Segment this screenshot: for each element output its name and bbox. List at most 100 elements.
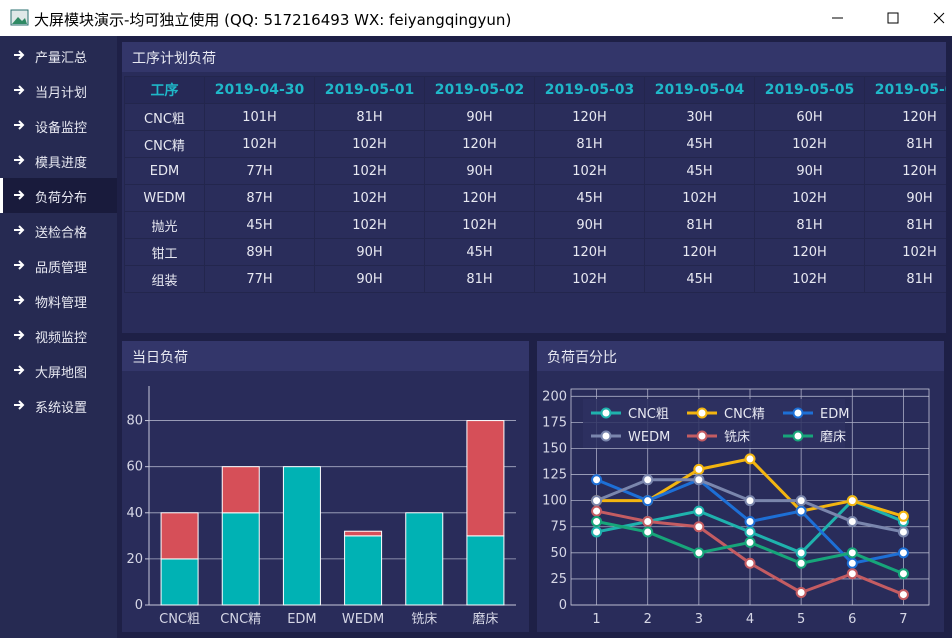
nav-item[interactable]: 视频监控 xyxy=(0,318,117,353)
nav-icon xyxy=(14,295,25,305)
y-tick-label: 25 xyxy=(550,572,567,587)
cell: 77H xyxy=(204,157,315,185)
point xyxy=(897,589,909,601)
header-cell: 工序 xyxy=(124,76,205,104)
x-tick-label: WEDM xyxy=(342,612,384,627)
legend-label: CNC粗 xyxy=(628,407,669,422)
cell: 81H xyxy=(424,265,535,293)
nav-item[interactable]: 系统设置 xyxy=(0,388,117,423)
point xyxy=(642,516,654,528)
point xyxy=(744,526,756,538)
point xyxy=(693,521,705,533)
cell: 77H xyxy=(204,265,315,293)
point xyxy=(693,547,705,559)
nav-item[interactable]: 负荷分布 xyxy=(0,178,117,213)
arrow xyxy=(14,120,25,130)
chart-title: 负荷百分比 xyxy=(547,350,617,366)
cell: 120H xyxy=(644,238,755,266)
legend-marker xyxy=(792,407,804,419)
header-cell: 2019-04-30 xyxy=(204,76,315,104)
arrow xyxy=(14,190,25,200)
cell: 120H xyxy=(864,103,946,131)
cell: 87H xyxy=(204,184,315,212)
cell: 90H xyxy=(314,265,425,293)
cell: 120H xyxy=(534,103,645,131)
x-tick-label: 1 xyxy=(592,612,600,627)
nav-label: 品质管理 xyxy=(35,261,88,276)
point xyxy=(846,516,858,528)
app-icon xyxy=(10,9,29,26)
title-bar: 大屏模块演示-均可独立使用 (QQ: 517216493 WX: feiyang… xyxy=(0,0,952,36)
y-tick-label: 0 xyxy=(559,598,567,613)
bar xyxy=(221,466,260,514)
point xyxy=(642,495,654,507)
bar xyxy=(160,512,199,560)
point xyxy=(642,526,654,538)
arrow xyxy=(14,330,25,340)
legend-label: 磨床 xyxy=(820,430,846,445)
arrow xyxy=(14,85,25,95)
cell: 102H xyxy=(314,184,425,212)
cell: 81H xyxy=(644,211,755,239)
cell: 120H xyxy=(864,157,946,185)
nav-label: 系统设置 xyxy=(35,401,88,416)
nav-item[interactable]: 大屏地图 xyxy=(0,353,117,388)
y-tick-label: 40 xyxy=(126,506,143,521)
nav-item[interactable]: 当月计划 xyxy=(0,73,117,108)
header-cell: 2019-05-03 xyxy=(534,76,645,104)
point xyxy=(693,463,705,475)
point xyxy=(795,505,807,517)
nav-icon xyxy=(14,225,25,235)
table: 工序 2019-04-30 2019-05-01 2019-05-02 2019-05-… xyxy=(124,76,946,293)
nav-item[interactable]: 送检合格 xyxy=(0,213,117,248)
cell: 抛光 xyxy=(124,211,205,239)
nav-label: 送检合格 xyxy=(35,226,88,241)
row: EDM 77H 102H 90H 102H 45H 90H 120H xyxy=(124,157,946,185)
cell: 45H xyxy=(424,238,535,266)
cell: EDM xyxy=(124,157,205,185)
nav-item[interactable]: 模具进度 xyxy=(0,143,117,178)
nav-label: 当月计划 xyxy=(35,86,88,101)
point xyxy=(795,495,807,507)
nav-icon xyxy=(14,190,25,200)
nav-item[interactable]: 物料管理 xyxy=(0,283,117,318)
point xyxy=(795,547,807,559)
nav-icon xyxy=(14,400,25,410)
cell: 45H xyxy=(644,157,755,185)
cell: 102H xyxy=(754,130,865,158)
nav-item[interactable]: 品质管理 xyxy=(0,248,117,283)
arrow xyxy=(14,50,25,60)
cell: 120H xyxy=(424,130,535,158)
nav-item[interactable]: 设备监控 xyxy=(0,108,117,143)
row: CNC粗 101H 81H 90H 120H 30H 60H 120H xyxy=(124,103,946,131)
cell: 102H xyxy=(754,184,865,212)
point xyxy=(744,536,756,548)
arrow xyxy=(14,365,25,375)
nav-icon xyxy=(14,120,25,130)
window-controls[interactable] xyxy=(812,0,952,36)
cell: 120H xyxy=(424,184,535,212)
nav-item[interactable]: 产量汇总 xyxy=(0,38,117,73)
point xyxy=(846,568,858,580)
nav-icon xyxy=(14,260,25,270)
window-title: 大屏模块演示-均可独立使用 (QQ: 517216493 WX: feiyang… xyxy=(34,11,512,29)
cell: 81H xyxy=(754,211,865,239)
y-tick-label: 100 xyxy=(542,494,567,509)
point xyxy=(693,474,705,486)
y-tick-label: 75 xyxy=(550,520,567,535)
point xyxy=(897,526,909,538)
cell: 102H xyxy=(754,265,865,293)
point xyxy=(744,453,756,465)
x-tick-label: 6 xyxy=(848,612,856,627)
plot-frame xyxy=(570,388,930,606)
row: 抛光 45H 102H 102H 90H 81H 81H 81H xyxy=(124,211,946,239)
cell: 90H xyxy=(534,211,645,239)
cell: 101H xyxy=(204,103,315,131)
x-tick-label: 7 xyxy=(899,612,907,627)
point xyxy=(897,547,909,559)
legend-label: WEDM xyxy=(628,430,670,445)
point xyxy=(897,568,909,580)
chart: 0 20 40 60 80 CNC粗 CNC精 EDM WEDM 铣床 磨床 xyxy=(126,386,516,627)
legend-label: 铣床 xyxy=(724,430,750,445)
